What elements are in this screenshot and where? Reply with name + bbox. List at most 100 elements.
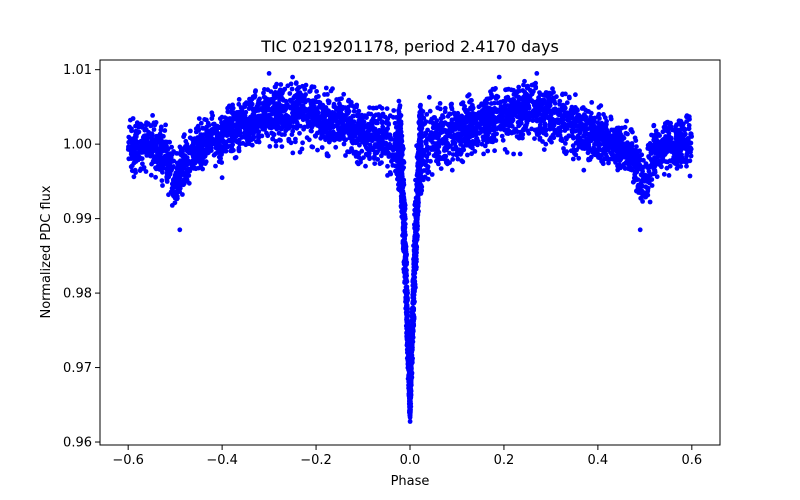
data-point xyxy=(279,132,285,138)
data-point xyxy=(312,120,318,126)
data-point xyxy=(345,118,351,124)
data-point xyxy=(421,168,427,173)
data-point xyxy=(273,143,279,149)
data-point xyxy=(500,137,506,143)
data-point xyxy=(350,148,355,154)
data-point xyxy=(397,127,403,133)
data-point xyxy=(370,105,376,111)
data-point xyxy=(408,391,414,396)
data-point xyxy=(676,121,681,127)
data-point xyxy=(131,174,137,180)
data-point xyxy=(548,112,554,117)
data-point xyxy=(127,117,133,123)
data-point xyxy=(627,162,633,167)
data-point xyxy=(153,147,158,153)
data-point xyxy=(242,101,248,107)
data-point xyxy=(393,115,399,120)
data-point xyxy=(330,86,335,92)
data-point xyxy=(605,147,611,153)
data-point xyxy=(399,196,405,201)
data-point xyxy=(434,122,439,127)
data-point xyxy=(389,153,394,159)
data-point xyxy=(442,120,448,126)
data-point xyxy=(191,140,196,146)
data-point xyxy=(405,333,411,339)
data-point xyxy=(229,110,234,115)
data-point xyxy=(343,153,348,158)
data-point xyxy=(537,129,543,135)
data-point xyxy=(569,107,575,112)
data-point xyxy=(341,91,347,97)
data-point xyxy=(579,106,585,111)
data-point xyxy=(532,136,537,142)
data-point xyxy=(236,145,242,151)
data-point xyxy=(475,142,480,148)
data-point xyxy=(599,158,604,164)
data-point xyxy=(570,156,576,162)
data-point xyxy=(304,116,310,122)
data-point xyxy=(315,147,320,153)
data-point xyxy=(346,109,352,114)
data-point xyxy=(162,128,168,133)
data-point xyxy=(280,96,286,102)
data-point xyxy=(161,133,166,139)
data-point xyxy=(211,152,217,158)
data-point xyxy=(360,118,365,124)
data-point xyxy=(491,120,496,126)
data-point xyxy=(578,125,584,131)
data-point xyxy=(243,109,249,115)
data-point xyxy=(551,120,556,125)
data-point xyxy=(190,151,196,157)
data-point xyxy=(674,166,680,171)
data-point xyxy=(434,154,439,160)
data-point xyxy=(293,139,298,145)
data-point xyxy=(616,130,622,136)
data-point xyxy=(421,159,426,165)
data-point xyxy=(562,105,568,111)
data-point xyxy=(425,164,431,170)
data-point xyxy=(668,136,674,142)
data-point xyxy=(524,91,530,97)
data-point xyxy=(533,80,538,86)
data-point xyxy=(654,155,659,160)
data-point xyxy=(508,87,514,93)
data-point xyxy=(171,193,176,199)
data-point xyxy=(300,117,306,123)
data-point xyxy=(551,98,557,104)
data-point xyxy=(278,82,284,87)
data-point xyxy=(376,113,382,119)
data-point xyxy=(174,151,180,156)
data-point xyxy=(283,112,289,118)
data-point xyxy=(236,137,242,143)
data-point xyxy=(428,118,434,124)
data-point xyxy=(364,115,369,120)
data-point xyxy=(489,94,495,100)
data-point xyxy=(444,143,450,148)
data-point xyxy=(279,144,285,150)
data-point xyxy=(450,157,456,162)
data-point xyxy=(633,138,639,144)
data-point xyxy=(468,105,473,111)
data-point xyxy=(413,262,419,267)
data-point xyxy=(166,192,171,198)
data-point xyxy=(163,122,169,128)
data-point xyxy=(133,129,139,134)
data-point xyxy=(447,150,452,156)
data-point xyxy=(368,127,373,133)
data-point xyxy=(276,92,281,98)
data-point xyxy=(621,148,627,154)
data-point xyxy=(505,131,511,137)
data-point xyxy=(661,140,667,145)
data-point xyxy=(403,297,409,303)
data-point xyxy=(685,136,691,142)
data-point xyxy=(408,366,414,372)
data-point xyxy=(542,115,548,121)
data-point xyxy=(266,123,271,129)
data-point xyxy=(491,127,497,133)
data-point xyxy=(184,178,190,184)
data-point xyxy=(460,159,466,165)
data-point xyxy=(215,150,220,155)
data-point xyxy=(468,141,473,147)
data-point xyxy=(639,177,645,183)
data-point xyxy=(564,126,570,131)
